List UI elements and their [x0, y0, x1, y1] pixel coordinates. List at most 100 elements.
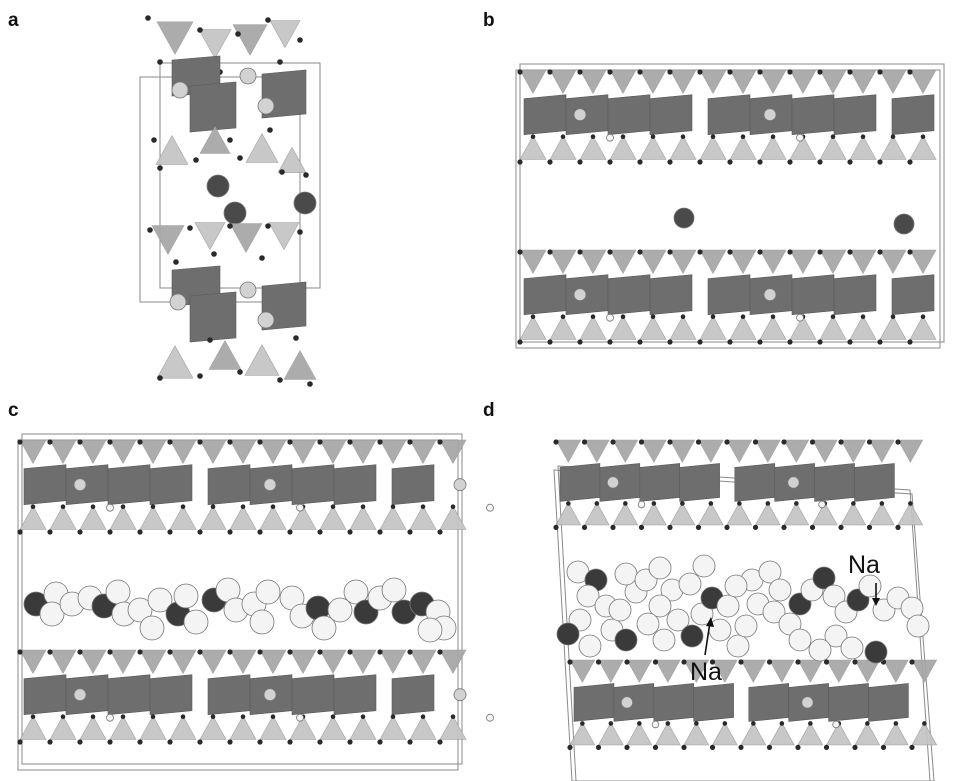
oxygen-atom [267, 127, 273, 133]
oxygen-atom [920, 314, 926, 320]
oxygen-atom [907, 339, 913, 345]
oxygen-atom [257, 739, 263, 745]
oxygen-atom [866, 439, 873, 445]
oxygen-atom [908, 501, 913, 506]
tetrahedron [683, 659, 710, 683]
oxygen-atom [30, 714, 36, 719]
tetrahedron [699, 249, 727, 275]
tetrahedron [155, 134, 189, 165]
tetrahedron [169, 439, 197, 465]
oxygen-atom [607, 69, 613, 75]
tetrahedron [669, 439, 696, 463]
oxygen-atom [240, 504, 246, 510]
hydrogen-atom [762, 600, 786, 624]
oxygen-atom [197, 739, 203, 745]
panel-b-structure [515, 63, 945, 349]
oxygen-atom [420, 504, 426, 510]
oxygen-atom [227, 137, 233, 143]
oxygen-atom [360, 504, 366, 510]
hydrogen-atom [726, 634, 750, 658]
oxygen-atom [823, 659, 830, 665]
oxygen-atom [694, 721, 699, 726]
oxygen-atom [227, 649, 233, 655]
tetrahedron [519, 69, 547, 95]
tetrahedron [268, 222, 300, 251]
oxygen-atom [697, 69, 703, 75]
tetrahedron [169, 715, 197, 740]
tetrahedron [897, 439, 924, 463]
oxygen-atom [303, 172, 309, 178]
tetrahedron [609, 315, 637, 340]
oxygen-atom [667, 69, 673, 75]
oxygen-atom [547, 249, 553, 255]
oxygen-atom [150, 504, 156, 510]
oxygen-atom [517, 69, 523, 75]
tetrahedron [699, 69, 727, 95]
octahedron [607, 274, 651, 316]
tetrahedron [597, 659, 624, 683]
oxygen-atom [877, 249, 883, 255]
tetrahedron [797, 722, 824, 746]
oxygen-atom [547, 69, 553, 75]
tetrahedron [909, 135, 937, 160]
oxygen-atom [137, 649, 143, 655]
oxygen-atom [107, 649, 113, 655]
tetrahedron [49, 715, 77, 740]
oxygen-atom [530, 134, 536, 139]
hydrogen-atom [692, 554, 716, 578]
oxygen-atom [210, 714, 216, 719]
hydrogen-atom [173, 583, 199, 609]
oxygen-atom [47, 529, 53, 535]
cation-atom [787, 476, 800, 489]
oxygen-atom [277, 377, 283, 383]
oxygen-atom [137, 529, 143, 535]
oxygen-atom [517, 339, 523, 345]
oxygen-atom [567, 744, 573, 751]
oxygen-atom [90, 714, 96, 719]
hydrogen-atom [606, 133, 614, 142]
tetrahedron [609, 135, 637, 160]
octahedron [23, 674, 67, 716]
oxygen-atom [727, 69, 733, 75]
tetrahedron [169, 505, 197, 530]
tetrahedron [849, 69, 877, 95]
tetrahedron [882, 722, 909, 746]
oxygen-atom [377, 529, 383, 535]
tetrahedron [783, 502, 810, 526]
tetrahedron [208, 339, 242, 370]
octahedron [791, 94, 835, 136]
octahedron [833, 274, 877, 316]
oxygen-atom [270, 504, 276, 510]
octahedron [833, 94, 877, 136]
oxygen-atom [47, 649, 53, 655]
oxygen-atom [577, 69, 583, 75]
oxygen-atom [708, 501, 714, 506]
oxygen-atom [553, 524, 559, 531]
tetrahedron [789, 315, 817, 340]
tetrahedron [789, 249, 817, 275]
tetrahedron [897, 502, 924, 526]
oxygen-atom [879, 501, 885, 506]
oxygen-atom [377, 649, 383, 655]
octahedron [65, 464, 109, 506]
oxygen-atom [737, 501, 742, 506]
tetrahedron [79, 505, 107, 530]
oxygen-atom [547, 339, 553, 345]
tetrahedron [289, 505, 317, 530]
oxygen-atom [237, 369, 243, 375]
octahedron [189, 291, 237, 343]
tetrahedron [868, 502, 895, 526]
cation-atom [763, 108, 777, 122]
oxygen-atom [167, 439, 173, 445]
oxygen-atom [530, 314, 536, 320]
tetrahedron [711, 722, 738, 746]
tetrahedron [669, 315, 697, 340]
oxygen-atom [638, 524, 645, 531]
hydrogen-atom [39, 601, 65, 627]
octahedron [391, 674, 435, 716]
oxygen-atom [257, 439, 263, 445]
hydrogen-atom [139, 615, 165, 641]
hydrogen-atom [648, 556, 672, 580]
oxygen-atom [317, 649, 323, 655]
oxygen-atom [107, 739, 113, 745]
